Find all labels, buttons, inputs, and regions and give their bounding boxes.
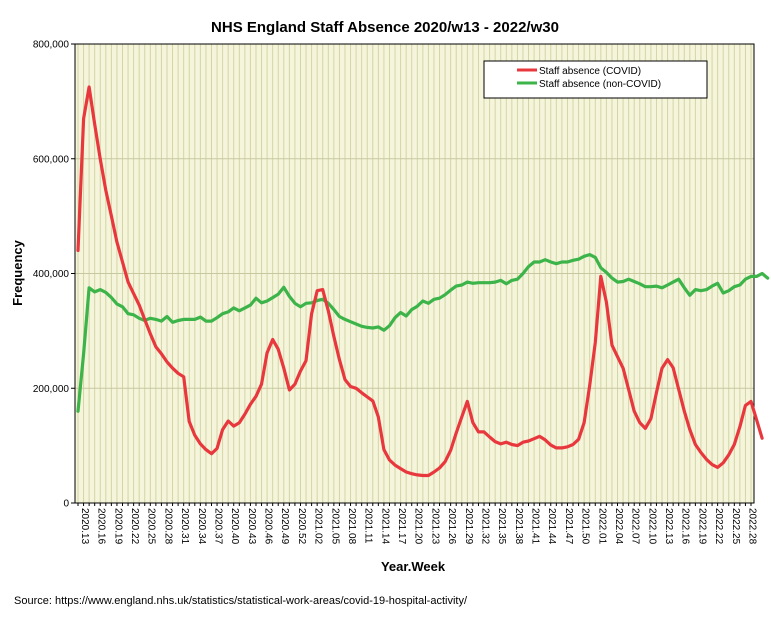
legend-box bbox=[483, 60, 708, 99]
x-tick-label: 2021.11 bbox=[363, 508, 374, 544]
y-tick-label: 800,000 bbox=[33, 40, 70, 51]
x-tick-label: 2021.23 bbox=[429, 508, 440, 545]
y-tick-label: 400,000 bbox=[33, 269, 70, 280]
x-tick-label: 2020.16 bbox=[96, 508, 107, 545]
x-tick-label: 2020.19 bbox=[112, 508, 123, 545]
x-tick-label: 2022.25 bbox=[730, 508, 741, 545]
x-tick-label: 2020.46 bbox=[263, 508, 274, 545]
chart-title: NHS England Staff Absence 2020/w13 - 202… bbox=[211, 19, 559, 36]
x-tick-label: 2021.35 bbox=[496, 508, 507, 545]
x-axis-title: Year.Week bbox=[381, 559, 446, 574]
x-tick-label: 2021.17 bbox=[396, 508, 407, 545]
x-tick-label: 2020.13 bbox=[79, 508, 90, 545]
source-note: Source: https://www.england.nhs.uk/stati… bbox=[14, 595, 468, 607]
x-tick-label: 2021.08 bbox=[346, 508, 357, 545]
x-tick-label: 2021.14 bbox=[379, 508, 390, 545]
series-line-covid bbox=[76, 85, 764, 478]
horizontal-gridlines bbox=[75, 158, 754, 389]
x-tick-label: 2021.47 bbox=[563, 508, 574, 545]
x-tick-label: 2022.22 bbox=[713, 508, 724, 545]
x-tick-label: 2020.22 bbox=[129, 508, 140, 545]
x-tick-label: 2021.50 bbox=[580, 508, 591, 545]
legend-label-covid: Staff absence (COVID) bbox=[539, 66, 641, 77]
x-tick-label: 2020.49 bbox=[279, 508, 290, 545]
y-axis: 0 200,000 400,000 600,000 800,000 bbox=[33, 40, 75, 510]
x-tick-label: 2021.20 bbox=[413, 508, 424, 545]
x-tick-label: 2021.29 bbox=[463, 508, 474, 545]
x-axis: 2020.13 2020.16 2020.19 2020.22 2020.25 2020.… bbox=[77, 503, 757, 545]
x-tick-label: 2022.28 bbox=[746, 508, 757, 545]
x-tick-label: 2021.32 bbox=[479, 508, 490, 545]
series-lines bbox=[76, 85, 770, 478]
series-line-non-covid bbox=[76, 253, 770, 413]
x-tick-label: 2021.02 bbox=[313, 508, 324, 545]
x-tick-label: 2020.31 bbox=[179, 508, 190, 545]
x-tick-label: 2022.13 bbox=[663, 508, 674, 545]
x-tick-label: 2022.10 bbox=[646, 508, 657, 545]
x-tick-label: 2020.43 bbox=[246, 508, 257, 545]
x-tick-label: 2020.34 bbox=[196, 508, 207, 545]
x-tick-label: 2021.05 bbox=[329, 508, 340, 545]
x-tick-label: 2020.52 bbox=[296, 508, 307, 545]
x-tick-label: 2021.38 bbox=[513, 508, 524, 545]
x-tick-label: 2020.28 bbox=[162, 508, 173, 545]
legend: Staff absence (COVID) Staff absence (non… bbox=[483, 60, 708, 99]
x-tick-label: 2022.07 bbox=[630, 508, 641, 545]
x-tick-label: 2022.04 bbox=[613, 508, 624, 545]
x-tick-label: 2020.40 bbox=[229, 508, 240, 545]
x-tick-label: 2020.37 bbox=[212, 508, 223, 545]
x-tick-label: 2021.41 bbox=[530, 508, 541, 545]
y-tick-label: 200,000 bbox=[33, 384, 70, 395]
y-axis-title: Frequency bbox=[10, 239, 25, 306]
x-tick-label: 2021.44 bbox=[546, 508, 557, 545]
y-tick-label: 600,000 bbox=[33, 154, 70, 165]
x-tick-label: 2022.01 bbox=[596, 508, 607, 545]
x-tick-label: 2021.26 bbox=[446, 508, 457, 545]
y-tick-label: 0 bbox=[63, 499, 69, 510]
x-tick-label: 2020.25 bbox=[146, 508, 157, 545]
x-tick-label: 2022.16 bbox=[680, 508, 691, 545]
x-tick-label: 2022.19 bbox=[696, 508, 707, 545]
legend-label-non-covid: Staff absence (non-COVID) bbox=[539, 79, 661, 90]
